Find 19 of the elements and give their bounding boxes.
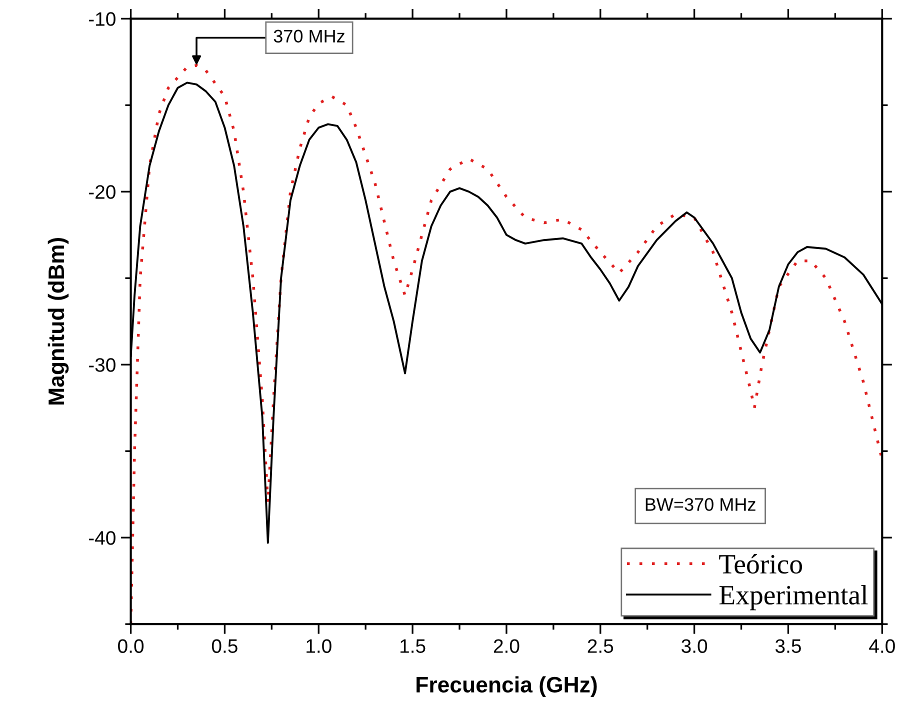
x-tick-label: 3.0 [682, 639, 708, 653]
annotation: BW=370 MHz [646, 498, 756, 511]
annotation: 370 MHz [274, 30, 344, 43]
x-tick-label: 2.5 [588, 639, 614, 653]
x-tick-label: 1.0 [306, 639, 332, 653]
y-tick-label: -20 [88, 185, 116, 199]
legend-label: Experimental [719, 585, 868, 610]
y-axis-title: Magnitud (dBm) [48, 238, 69, 404]
x-tick-label: 1.5 [400, 639, 426, 653]
x-axis-title: Frecuencia (GHz) [416, 676, 597, 697]
y-tick-label: -40 [88, 531, 116, 545]
legend-label: Teórico [719, 554, 802, 574]
y-tick-label: -10 [88, 12, 116, 26]
x-tick-label: 3.5 [775, 639, 801, 653]
x-tick-label: 2.0 [494, 639, 520, 653]
x-tick-label: 4.0 [869, 639, 895, 653]
y-tick-label: -30 [88, 358, 116, 372]
x-tick-label: 0.0 [118, 639, 144, 653]
x-tick-label: 0.5 [212, 639, 238, 653]
